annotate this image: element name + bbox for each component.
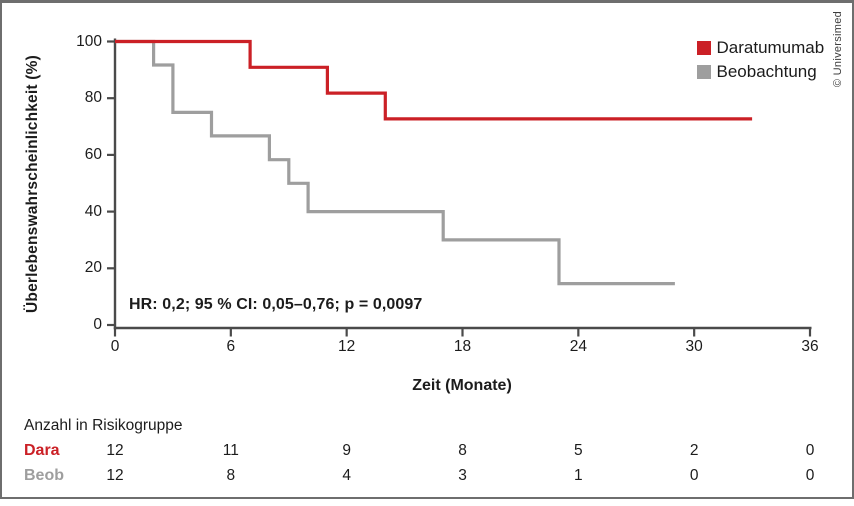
x-axis-title: Zeit (Monate) bbox=[412, 377, 512, 394]
risk-value: 2 bbox=[689, 442, 699, 459]
x-tick-label: 18 bbox=[453, 338, 472, 355]
x-tick-label: 36 bbox=[801, 338, 819, 355]
x-tick-label: 30 bbox=[685, 338, 703, 355]
y-tick-label: 40 bbox=[84, 202, 102, 220]
risk-value: 0 bbox=[689, 467, 699, 484]
right-border bbox=[852, 0, 854, 499]
risk-value: 12 bbox=[106, 467, 124, 484]
bottom-border bbox=[0, 497, 854, 499]
legend-swatch-beobachtung-icon bbox=[697, 65, 711, 79]
legend-item-daratumumab: Daratumumab bbox=[697, 36, 824, 60]
y-tick-label: 60 bbox=[84, 145, 102, 163]
risk-value: 5 bbox=[574, 442, 583, 459]
hr-annotation: HR: 0,2; 95 % CI: 0,05–0,76; p = 0,0097 bbox=[129, 296, 423, 313]
km-plot bbox=[107, 38, 812, 337]
risk-value: 1 bbox=[574, 467, 583, 484]
risk-value: 8 bbox=[458, 442, 467, 459]
x-tick-label: 24 bbox=[569, 338, 587, 355]
y-tick-label: 80 bbox=[84, 89, 102, 107]
risk-value: 4 bbox=[342, 467, 351, 484]
legend-item-beobachtung: Beobachtung bbox=[697, 60, 824, 84]
y-tick-label: 0 bbox=[93, 316, 102, 333]
risk-value: 8 bbox=[226, 467, 236, 484]
legend: Daratumumab Beobachtung bbox=[697, 36, 824, 84]
risk-value: 3 bbox=[458, 467, 467, 484]
y-axis-title: Überlebenswahrscheinlichkeit (%) bbox=[24, 55, 41, 313]
risk-row-label-beob: Beob bbox=[24, 467, 64, 484]
risk-table-header: Anzahl in Risikogruppe bbox=[24, 417, 183, 434]
survival-curve-beobachtung bbox=[115, 39, 675, 286]
legend-swatch-daratumumab-icon bbox=[697, 41, 711, 55]
risk-row-label-dara: Dara bbox=[24, 442, 60, 459]
x-tick-label: 0 bbox=[110, 338, 120, 355]
risk-value: 0 bbox=[805, 442, 815, 459]
survival-curve-daratumumab bbox=[115, 39, 753, 121]
x-tick-label: 6 bbox=[226, 338, 236, 355]
legend-label-daratumumab: Daratumumab bbox=[716, 38, 825, 57]
x-tick-label: 12 bbox=[338, 338, 356, 355]
y-tick-label: 20 bbox=[84, 259, 102, 277]
risk-value: 9 bbox=[342, 442, 351, 459]
left-border bbox=[0, 0, 2, 499]
top-border bbox=[0, 0, 854, 3]
copyright-text: © Universimed bbox=[832, 10, 844, 88]
risk-value: 11 bbox=[222, 442, 239, 459]
y-tick-label: 100 bbox=[76, 32, 102, 50]
legend-label-beobachtung: Beobachtung bbox=[716, 62, 817, 81]
risk-value: 12 bbox=[106, 442, 124, 459]
risk-value: 0 bbox=[805, 467, 815, 484]
